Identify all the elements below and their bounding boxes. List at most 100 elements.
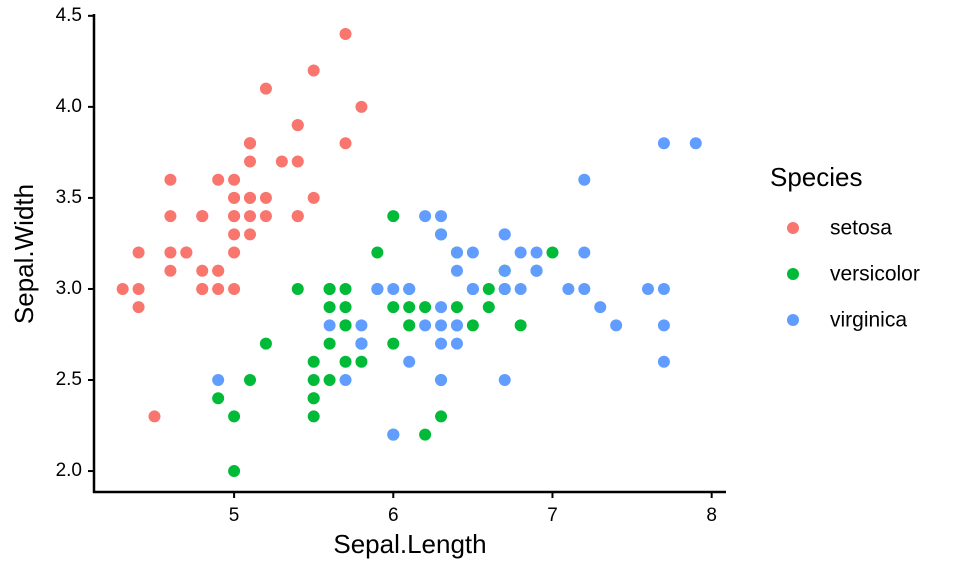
point xyxy=(164,210,177,223)
legend-label: virginica xyxy=(830,309,907,332)
point xyxy=(498,264,511,277)
point xyxy=(228,465,241,478)
legend-label: versicolor xyxy=(830,263,920,286)
y-tick-label: 2.5 xyxy=(56,369,82,390)
point xyxy=(323,337,336,350)
point xyxy=(578,282,591,295)
legend-marker xyxy=(787,314,799,326)
point xyxy=(435,410,448,423)
point xyxy=(562,282,575,295)
point xyxy=(228,228,241,241)
point xyxy=(594,301,607,314)
point xyxy=(355,337,368,350)
x-tick-label: 7 xyxy=(547,505,558,526)
point xyxy=(228,210,241,223)
point xyxy=(419,428,432,441)
point xyxy=(498,282,511,295)
point xyxy=(339,28,352,41)
point xyxy=(259,210,272,223)
point xyxy=(291,119,304,132)
point xyxy=(450,337,463,350)
y-tick-label: 2.0 xyxy=(56,460,82,481)
point xyxy=(641,282,654,295)
point xyxy=(435,228,448,241)
point xyxy=(514,246,527,259)
point xyxy=(132,246,145,259)
point xyxy=(259,337,272,350)
point xyxy=(435,374,448,387)
point xyxy=(403,282,416,295)
point xyxy=(196,210,209,223)
point xyxy=(419,319,432,332)
point xyxy=(307,392,320,405)
point xyxy=(323,374,336,387)
legend-marker xyxy=(787,268,799,280)
point xyxy=(435,337,448,350)
point xyxy=(339,355,352,368)
point xyxy=(339,374,352,387)
point xyxy=(307,191,320,204)
point xyxy=(514,282,527,295)
point xyxy=(180,246,193,259)
point xyxy=(164,264,177,277)
point xyxy=(482,301,495,314)
point xyxy=(212,173,225,186)
point xyxy=(196,264,209,277)
point xyxy=(657,137,670,150)
point xyxy=(387,282,400,295)
x-axis-title: Sepal.Length xyxy=(333,529,486,559)
point xyxy=(578,246,591,259)
point xyxy=(275,155,288,168)
point xyxy=(403,355,416,368)
point xyxy=(212,374,225,387)
point xyxy=(228,173,241,186)
point xyxy=(259,191,272,204)
point xyxy=(450,264,463,277)
point xyxy=(482,282,495,295)
point xyxy=(610,319,623,332)
point xyxy=(307,355,320,368)
point xyxy=(339,301,352,314)
point xyxy=(466,282,479,295)
point xyxy=(387,428,400,441)
point xyxy=(578,173,591,186)
point xyxy=(339,282,352,295)
point xyxy=(387,210,400,223)
point xyxy=(291,155,304,168)
point xyxy=(244,374,257,387)
point xyxy=(148,410,161,423)
point xyxy=(307,410,320,423)
point xyxy=(339,137,352,150)
point xyxy=(498,374,511,387)
point xyxy=(244,191,257,204)
point xyxy=(196,282,209,295)
point xyxy=(307,64,320,77)
point xyxy=(355,100,368,113)
point xyxy=(244,210,257,223)
point xyxy=(164,173,177,186)
point xyxy=(323,319,336,332)
point xyxy=(403,301,416,314)
point xyxy=(244,228,257,241)
point xyxy=(228,410,241,423)
point xyxy=(228,282,241,295)
point xyxy=(116,282,129,295)
point xyxy=(212,282,225,295)
point xyxy=(371,282,384,295)
legend-title: Species xyxy=(770,162,863,192)
y-axis-title: Sepal.Width xyxy=(9,184,39,324)
point xyxy=(657,282,670,295)
point xyxy=(339,319,352,332)
point xyxy=(450,246,463,259)
point xyxy=(435,301,448,314)
point xyxy=(291,282,304,295)
point xyxy=(355,355,368,368)
point xyxy=(132,301,145,314)
point xyxy=(212,392,225,405)
point xyxy=(371,246,384,259)
point xyxy=(514,319,527,332)
point xyxy=(259,82,272,95)
point xyxy=(450,319,463,332)
point xyxy=(291,210,304,223)
